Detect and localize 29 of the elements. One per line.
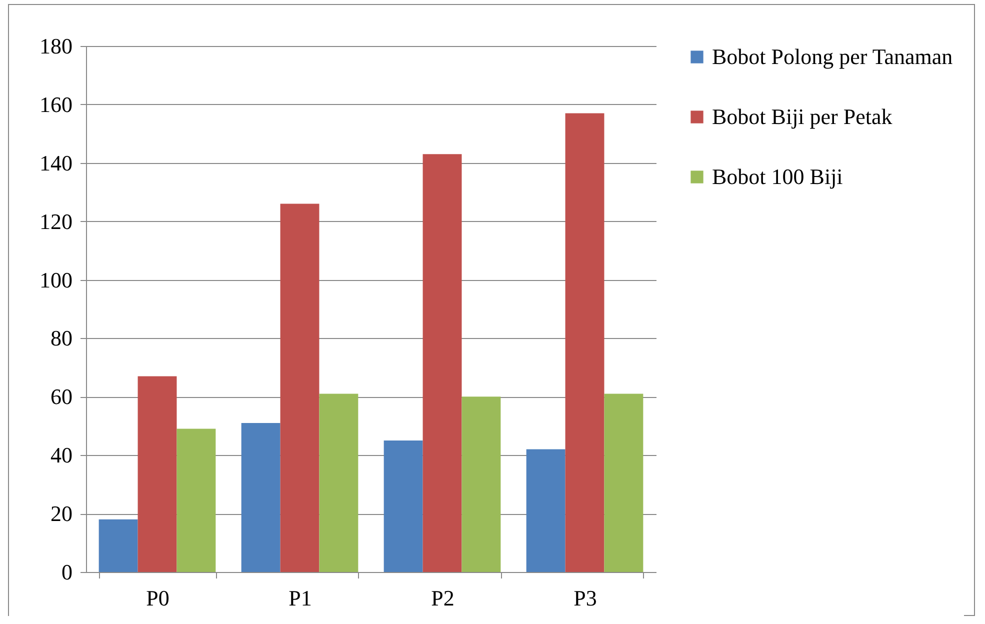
y-tick-label: 140 [40, 150, 72, 176]
x-tick-label: P2 [431, 586, 454, 610]
x-tick-label: P1 [288, 586, 312, 610]
y-tick-label: 100 [40, 267, 72, 292]
x-tick-label: P3 [574, 586, 597, 610]
bar [422, 154, 462, 572]
bar [604, 394, 644, 572]
legend-label: Bobot Biji per Petak [712, 104, 892, 129]
bar [176, 428, 216, 572]
y-tick-label: 180 [40, 34, 72, 58]
y-tick-label: 80 [50, 326, 72, 351]
y-tick-label: 0 [62, 560, 72, 584]
y-tick-label: 20 [50, 501, 72, 526]
bar [280, 204, 320, 572]
bar [565, 113, 604, 572]
bar [241, 422, 280, 572]
legend-label: Bobot 100 Biji [712, 164, 843, 189]
y-tick-label: 120 [40, 208, 72, 234]
x-tick-label: P0 [146, 586, 170, 610]
bar [526, 449, 566, 572]
bar [98, 519, 138, 572]
bar [462, 396, 501, 572]
bar [384, 440, 423, 572]
bar [319, 394, 358, 572]
y-tick-label: 160 [40, 92, 72, 117]
y-tick-label: 60 [50, 384, 72, 410]
bar [138, 376, 177, 572]
legend-label: Bobot Polong per Tanaman [712, 44, 953, 69]
y-tick-label: 40 [50, 442, 72, 468]
